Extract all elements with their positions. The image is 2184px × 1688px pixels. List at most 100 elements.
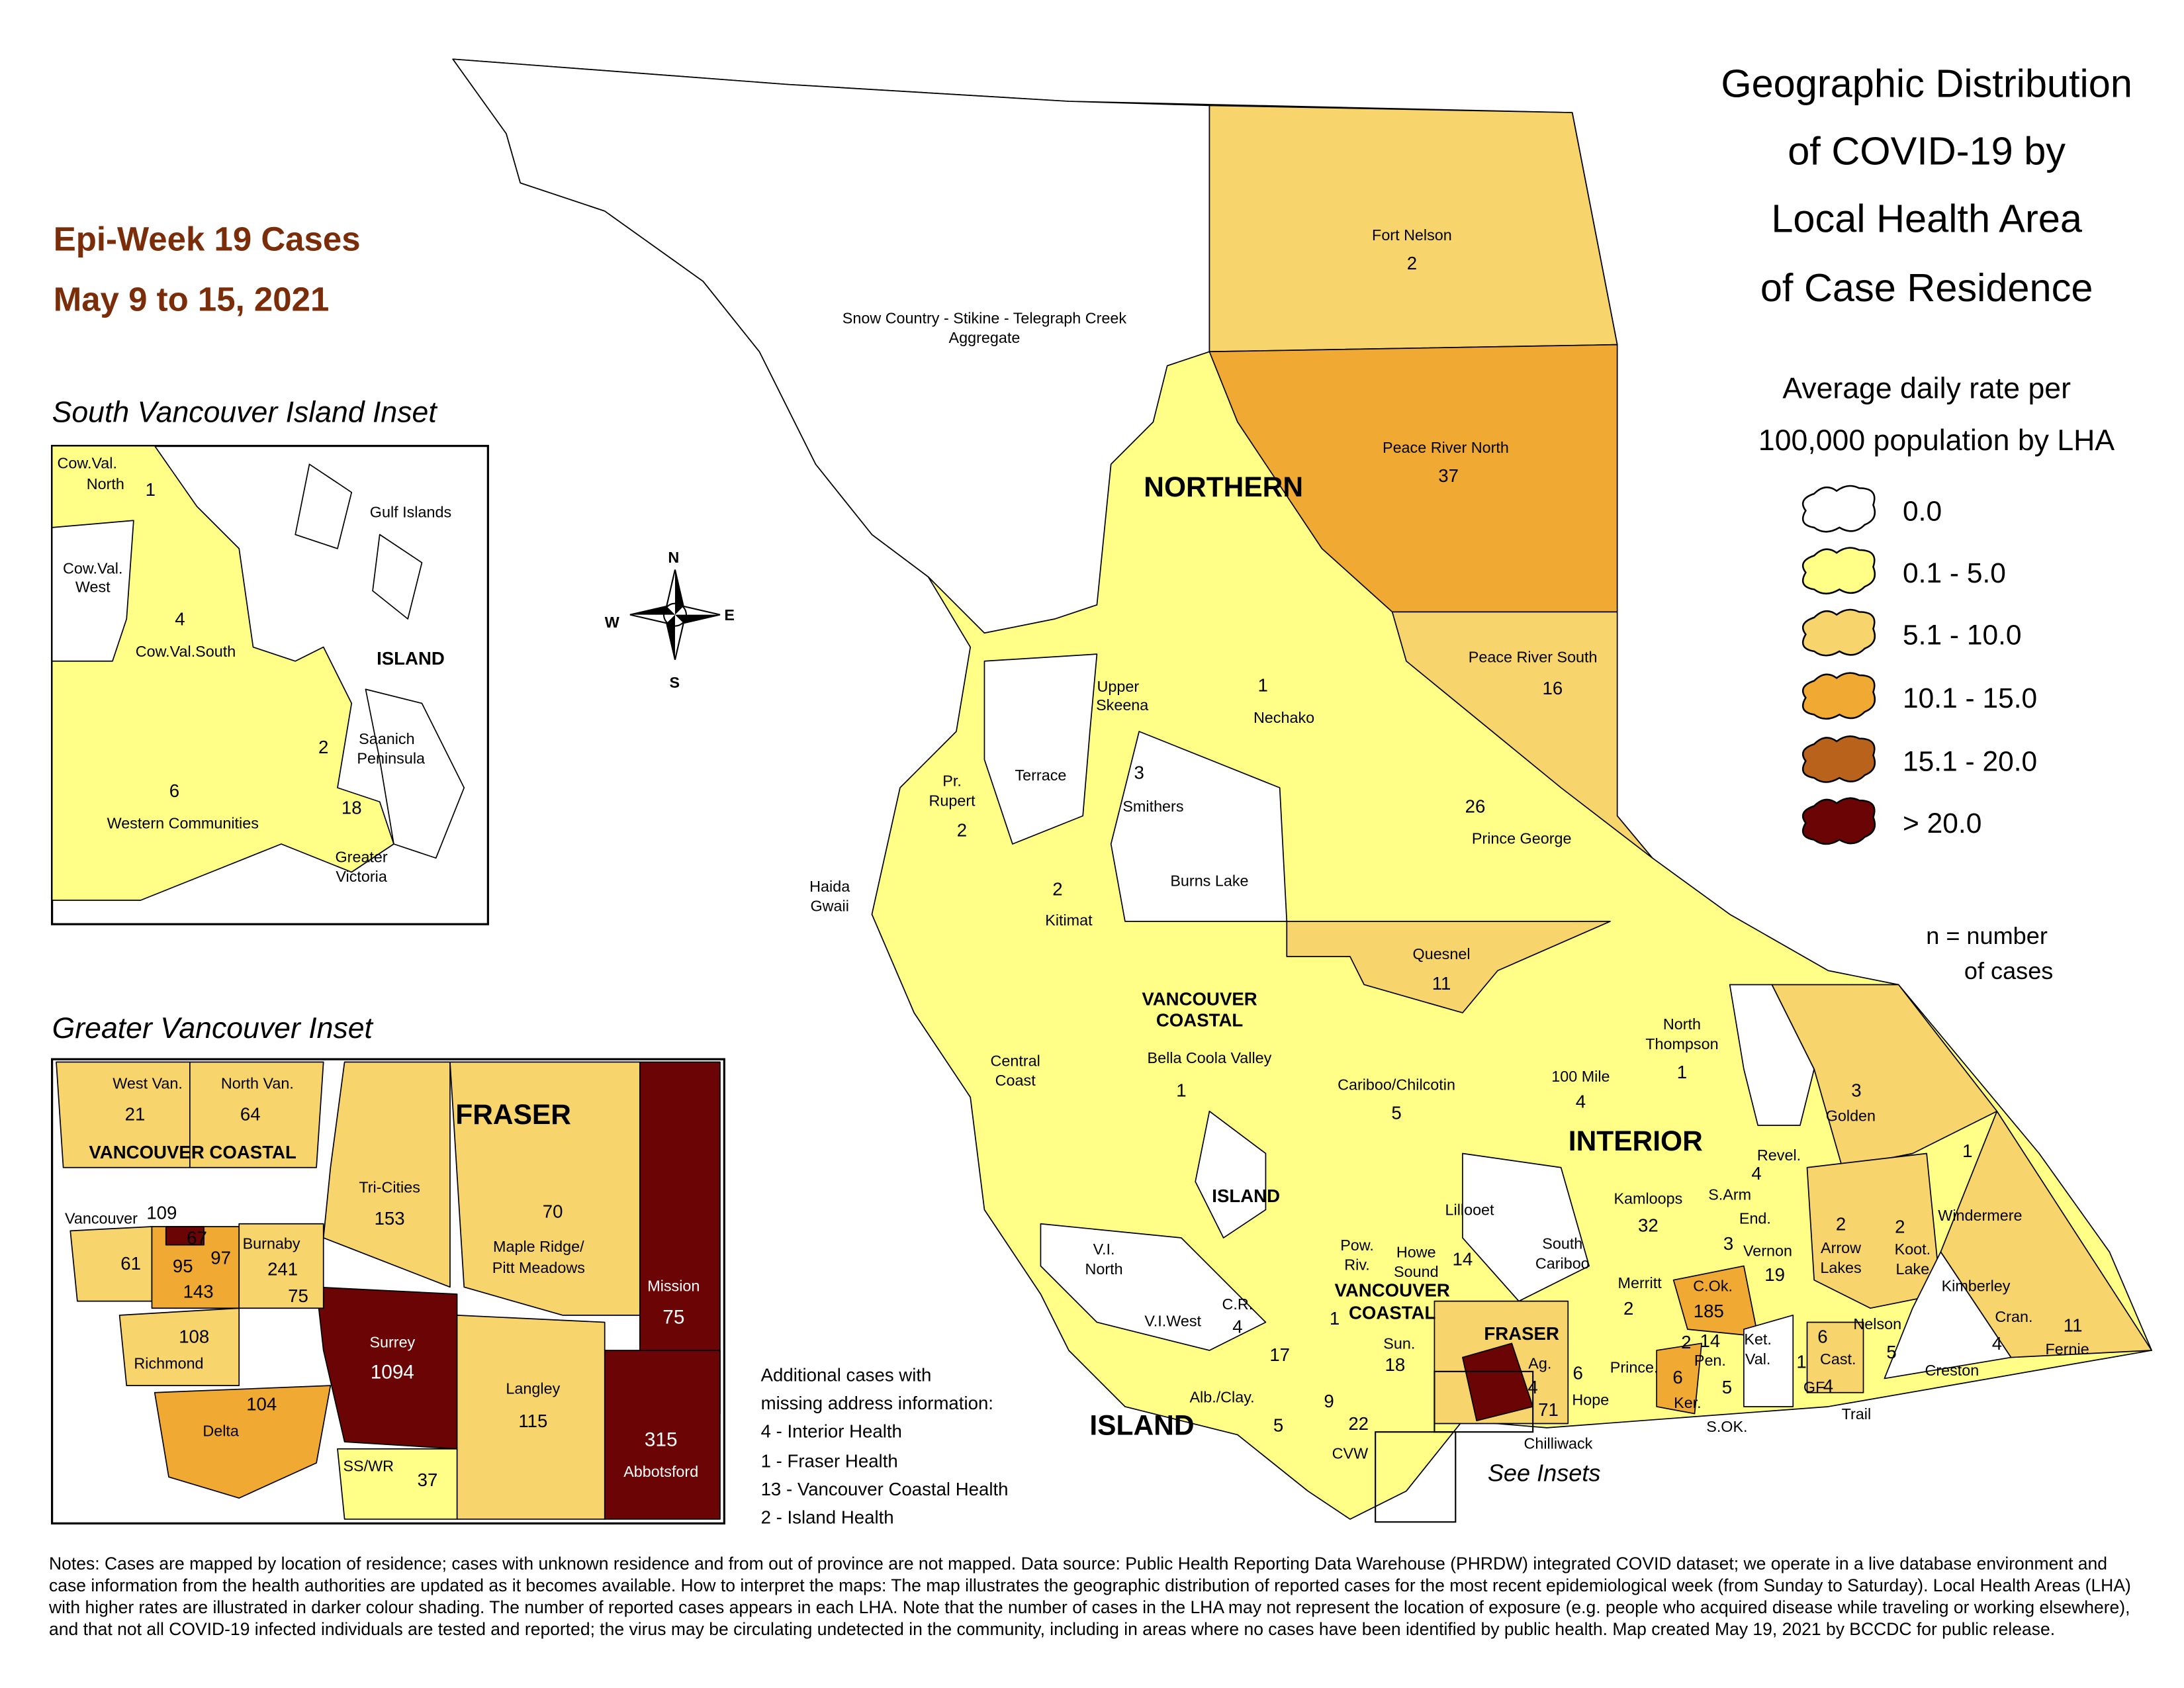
- region-label: 3: [1851, 1080, 1861, 1101]
- compass: N E S W: [605, 549, 735, 691]
- missing-line: missing address information:: [761, 1393, 993, 1413]
- region: [316, 1286, 458, 1450]
- region-label: 6: [1817, 1326, 1827, 1346]
- compass-label: S: [669, 674, 680, 691]
- region: [1040, 1223, 1267, 1351]
- region-label: 2: [957, 820, 967, 840]
- title-line: of COVID-19 by: [1788, 129, 2066, 173]
- region-label: Peace River North: [1383, 439, 1509, 456]
- legend-swatch: [1801, 485, 1876, 533]
- region: [1884, 1251, 2012, 1380]
- region-label: 1094: [371, 1361, 414, 1383]
- region-label: North: [1663, 1015, 1701, 1033]
- title-line: of Case Residence: [1760, 265, 2093, 310]
- region-label: North: [87, 475, 124, 492]
- region-label: 3: [1723, 1233, 1733, 1254]
- compass-label: W: [605, 614, 620, 631]
- region-label: Lake: [1896, 1260, 1930, 1278]
- region-label: Golden: [1826, 1107, 1876, 1124]
- region-label: Central: [991, 1052, 1040, 1069]
- region-label: 115: [518, 1411, 547, 1431]
- region-label: 109: [146, 1202, 177, 1223]
- region-label: Lillooet: [1445, 1201, 1495, 1219]
- region-label: V.I.: [1093, 1241, 1115, 1258]
- region: [1462, 1152, 1590, 1302]
- region-label: ISLAND: [1089, 1410, 1194, 1441]
- region-label: Lakes: [1820, 1259, 1861, 1276]
- region: [118, 1307, 240, 1386]
- region-label: Saanich: [359, 730, 414, 747]
- region-label: Revel.: [1757, 1147, 1801, 1164]
- region-label: COASTAL: [1349, 1302, 1436, 1323]
- region-label: Cariboo: [1535, 1254, 1590, 1272]
- region-label: 108: [179, 1326, 209, 1346]
- region-label: 6: [169, 780, 179, 801]
- legend-label: 5.1 - 10.0: [1903, 620, 2022, 651]
- region-label: 1: [1796, 1352, 1806, 1372]
- region: [337, 1448, 458, 1520]
- labels: Fort Nelson 2 Snow Country - Stikine - Tel…: [58, 226, 2089, 1490]
- region-label: V.I.West: [1144, 1313, 1201, 1330]
- legend-label: 0.0: [1903, 496, 1942, 527]
- region-label: 1: [1962, 1141, 1972, 1161]
- region-label: Pr.: [942, 773, 962, 790]
- region-label: Nechako: [1253, 709, 1314, 726]
- region-label: 11: [2064, 1315, 2083, 1335]
- region-label: COASTAL: [1156, 1009, 1244, 1030]
- region-label: Vancouver: [65, 1209, 138, 1227]
- region-label: West: [75, 578, 111, 595]
- region-label: Peninsula: [357, 750, 425, 767]
- region-label: 67: [187, 1228, 207, 1248]
- region-label: Bella Coola Valley: [1148, 1049, 1272, 1066]
- region-label: 5: [1722, 1377, 1732, 1397]
- region-label: Upper: [1097, 678, 1139, 695]
- region: [1391, 611, 1653, 859]
- region-label: Fernie: [2046, 1340, 2089, 1358]
- region-label: Chilliwack: [1524, 1434, 1592, 1452]
- region-label: West Van.: [113, 1074, 183, 1092]
- region-label: 21: [125, 1104, 146, 1125]
- region-label: GF: [1803, 1378, 1825, 1395]
- region-label: 4: [1823, 1376, 1833, 1396]
- region-label: Langley: [506, 1380, 560, 1397]
- region: [295, 463, 353, 549]
- region: [154, 1385, 332, 1499]
- region: [238, 1223, 324, 1309]
- region: [322, 1061, 451, 1288]
- region-label: Pow.: [1340, 1237, 1374, 1254]
- region-label: 37: [1438, 465, 1459, 486]
- missing-line: 13 - Vancouver Coastal Health: [761, 1479, 1009, 1499]
- region-label: SS/WR: [343, 1457, 394, 1474]
- region-label: 14: [1453, 1249, 1473, 1270]
- region-label: Pen.: [1694, 1352, 1726, 1369]
- region-label: ISLAND: [1212, 1186, 1280, 1206]
- inset-frame: [1375, 1431, 1457, 1523]
- region-label: Burnaby: [243, 1235, 300, 1252]
- region-label: South: [1542, 1235, 1582, 1252]
- region: [1656, 1342, 1703, 1415]
- region-label: Snow Country - Stikine - Telegraph Creek: [842, 309, 1127, 326]
- region-label: 315: [645, 1429, 678, 1450]
- region-label: 1: [1176, 1080, 1186, 1101]
- region-label: 6: [1672, 1367, 1682, 1387]
- region-label: Cow.Val.: [63, 560, 122, 577]
- region-label: 2: [1681, 1332, 1691, 1352]
- region-label: CVW: [1332, 1444, 1368, 1462]
- region-label: 1: [1677, 1062, 1687, 1082]
- region-label: North Van.: [221, 1074, 294, 1092]
- region-label: 143: [183, 1281, 214, 1301]
- region-label: Delta: [203, 1422, 239, 1439]
- region-label: 1: [1257, 675, 1267, 696]
- region-label: 17: [1269, 1344, 1290, 1365]
- region: [983, 653, 1098, 845]
- region-label: Ag.: [1528, 1354, 1551, 1372]
- region-label: Howe: [1396, 1243, 1436, 1260]
- region-label: Burns Lake: [1170, 872, 1248, 889]
- region-label: 1: [146, 479, 156, 500]
- region-label: Fort Nelson: [1372, 226, 1452, 244]
- vancouver-inset: [51, 1058, 725, 1524]
- region-label: S.OK.: [1706, 1418, 1747, 1435]
- region: [365, 688, 465, 859]
- region-label: 22: [1348, 1413, 1369, 1434]
